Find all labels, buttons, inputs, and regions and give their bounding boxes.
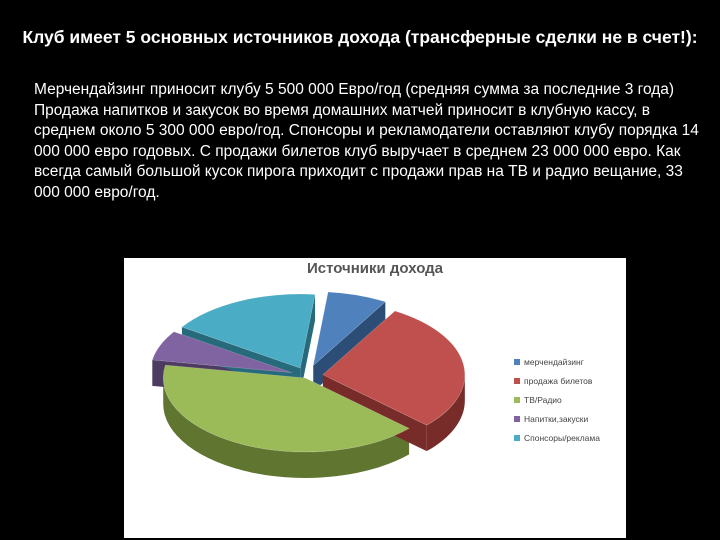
legend-item: Напитки,закуски xyxy=(514,409,626,428)
legend-swatch xyxy=(514,377,520,384)
legend-swatch xyxy=(514,358,520,365)
legend-swatch xyxy=(514,434,520,441)
legend-item: мерчендайзинг xyxy=(514,352,626,371)
legend-item: ТВ/Радио xyxy=(514,390,626,409)
slide-heading: Клуб имеет 5 основных источников дохода … xyxy=(22,27,698,47)
chart-legend: мерчендайзинг продажа билетов ТВ/Радио Напи… xyxy=(514,352,626,447)
chart-title: Источники дохода xyxy=(306,260,444,277)
legend-item: продажа билетов xyxy=(514,371,626,390)
pie-slice-3 xyxy=(162,364,410,453)
pie-slice-side-3 xyxy=(163,377,410,478)
legend-swatch xyxy=(514,396,520,403)
pie-slice-2 xyxy=(322,310,466,426)
legend-label: Напитки,закуски xyxy=(524,413,589,424)
legend-label: Спонсоры/реклама xyxy=(524,432,600,443)
paragraph-merchandising: Мерчендайзинг приносит клубу 5 500 000 Е… xyxy=(34,81,675,98)
pie-slice-1 xyxy=(312,291,386,367)
pie-slice-cut-5 xyxy=(300,294,316,395)
pie-chart-canvas xyxy=(151,291,466,478)
pie-slice-5 xyxy=(181,293,316,369)
legend-label: мерчендайзинг xyxy=(524,356,584,367)
pie-chart: Источники дохода мерчендайзинг продажа би… xyxy=(124,258,626,538)
legend-label: продажа билетов xyxy=(524,375,593,386)
pie-slice-side-2 xyxy=(426,374,465,452)
paragraph-revenue-sources: Продажа напитков и закусок во время дома… xyxy=(34,101,699,201)
legend-swatch xyxy=(514,415,520,422)
slide-body: Мерчендайзинг приносит клубу 5 500 000 Е… xyxy=(34,80,704,203)
pie-slice-4 xyxy=(151,331,293,374)
legend-item: Спонсоры/реклама xyxy=(514,428,626,447)
legend-label: ТВ/Радио xyxy=(524,394,562,405)
